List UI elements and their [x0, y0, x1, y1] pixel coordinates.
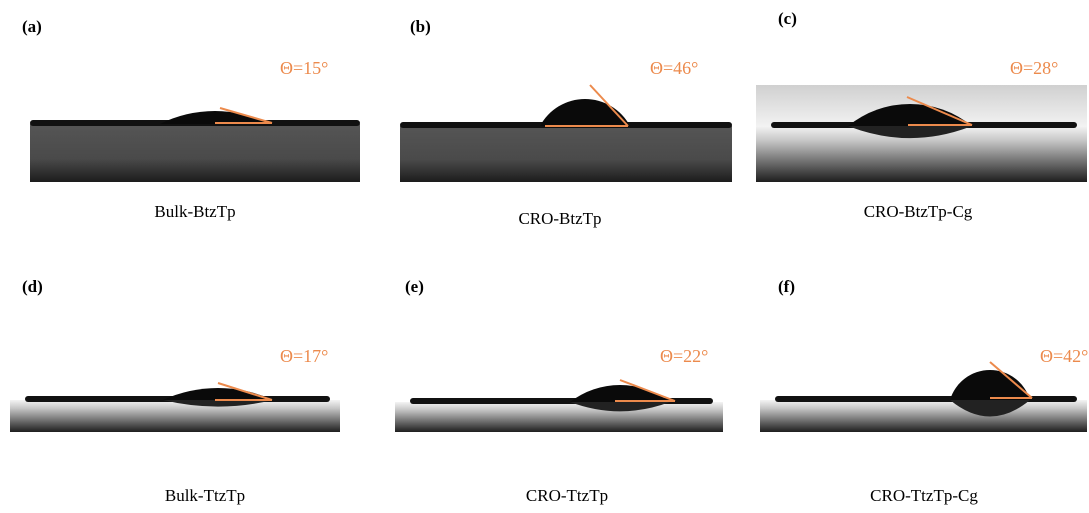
contact-angle: Θ=28°: [1010, 58, 1058, 78]
contact-angle: Θ=17°: [280, 346, 328, 366]
contact-angle: Θ=46°: [650, 58, 698, 78]
panel-label: (f): [778, 277, 795, 296]
panel-label: (b): [410, 17, 431, 36]
panel-label: (a): [22, 17, 42, 36]
substrate: [400, 126, 732, 182]
substrate: [395, 402, 723, 432]
contact-angle-image: [400, 85, 732, 182]
substrate: [30, 124, 360, 182]
panel: (b) Θ=46° CRO-BtzTp: [400, 17, 732, 228]
panel: (c) Θ=28° CRO-BtzTp-Cg: [756, 9, 1087, 221]
contact-angle-image: [30, 85, 360, 182]
substrate: [10, 400, 340, 432]
panel: (f) Θ=42° CRO-TtzTp-Cg: [760, 277, 1088, 505]
contact-angle-image: [760, 340, 1087, 432]
panel: (e) Θ=22° CRO-TtzTp: [395, 277, 723, 505]
panel-label: (c): [778, 9, 797, 28]
caption: CRO-TtzTp-Cg: [870, 486, 978, 505]
caption: CRO-TtzTp: [526, 486, 608, 505]
image-background: [760, 340, 1087, 400]
contact-angle: Θ=15°: [280, 58, 328, 78]
substrate: [760, 400, 1087, 432]
panel: (d) Θ=17° Bulk-TtzTp: [10, 277, 340, 505]
caption: Bulk-BtzTp: [154, 202, 235, 221]
panel: (a) Θ=15° Bulk-BtzTp: [22, 17, 360, 221]
contact-angle-image: [756, 85, 1087, 182]
contact-angle: Θ=22°: [660, 346, 708, 366]
caption: CRO-BtzTp-Cg: [864, 202, 973, 221]
contact-angle: Θ=42°: [1040, 346, 1088, 366]
caption: Bulk-TtzTp: [165, 486, 245, 505]
panel-label: (d): [22, 277, 43, 296]
caption: CRO-BtzTp: [518, 209, 601, 228]
figure: (a) Θ=15° Bulk-BtzTp (b) Θ=46° CRO-BtzTp (c) Θ=…: [0, 0, 1089, 513]
panel-label: (e): [405, 277, 424, 296]
